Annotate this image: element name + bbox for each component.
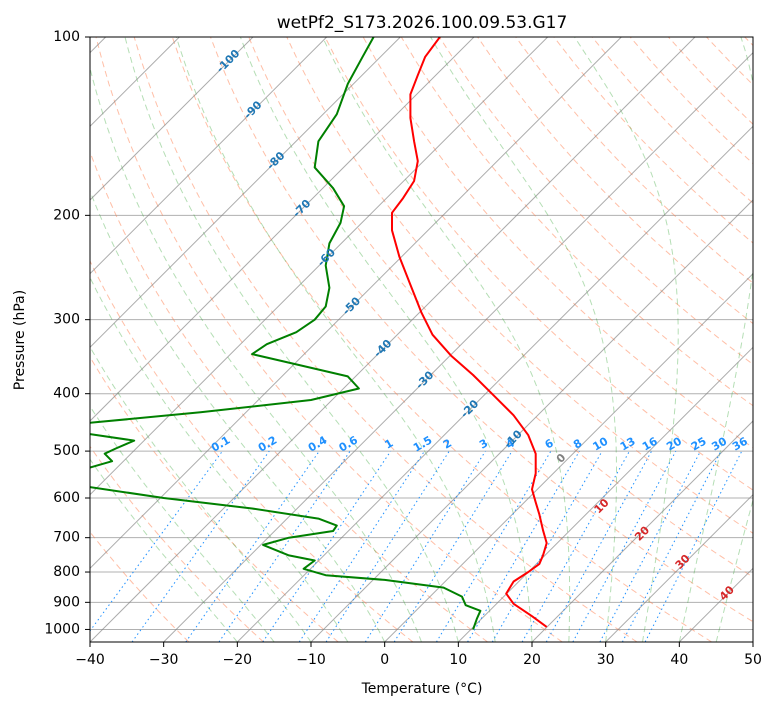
axes: −40 −30 −20 −10 0 10 20 30 40 50 100 200 300 400 500 60…: [44, 29, 762, 668]
moist-adiabat: [90, 189, 386, 642]
isotherm-line: [310, 199, 753, 642]
moist-adiabat: [239, 37, 533, 642]
dry-adiabat: [90, 445, 264, 642]
moist-adiabat: [124, 37, 459, 642]
x-tick-label: −10: [296, 652, 326, 668]
x-tick-label: 10: [449, 652, 467, 668]
mixing-ratio-line: [364, 450, 486, 642]
dry-adiabat: [248, 37, 753, 578]
y-tick-label: 300: [53, 312, 80, 328]
isotherm-line: [90, 37, 401, 349]
y-tick-label: 800: [53, 564, 80, 580]
mixing-ratio-line: [325, 450, 450, 642]
dry-adiabat: [133, 37, 638, 642]
mixing-ratio-line: [491, 450, 603, 642]
isotherm-line: [605, 493, 753, 642]
mixing-ratio-line: [467, 450, 580, 642]
moist-adiabat: [90, 276, 349, 642]
isotherm-line: [236, 125, 753, 642]
moist-adiabat: [715, 498, 753, 642]
chart-title: wetPf2_S173.2026.100.09.53.G17: [277, 13, 568, 33]
isotherm-line: [163, 51, 753, 642]
y-tick-label: 600: [53, 490, 80, 506]
isotherm-line: [90, 37, 254, 201]
dry-adiabat: [90, 259, 414, 642]
isotherm-line: [90, 37, 622, 570]
x-tick-label: 30: [597, 652, 615, 668]
dry-adiabat: [95, 37, 563, 642]
dry-adiabat: [210, 37, 753, 623]
isotherm-line: [90, 37, 696, 642]
moist-adiabat: [90, 458, 238, 642]
profile-lines: [90, 37, 548, 630]
x-tick-label: 0: [380, 652, 389, 668]
moist-adiabat: [90, 65, 422, 642]
x-tick-label: 50: [744, 652, 762, 668]
moist-adiabat: [678, 37, 753, 642]
x-tick-label: −40: [75, 652, 105, 668]
y-tick-label: 1000: [44, 621, 80, 637]
y-tick-label: 400: [53, 386, 80, 402]
mixing-ratio-line: [521, 450, 630, 642]
x-tick-label: −30: [149, 652, 179, 668]
dry-adiabat: [324, 37, 753, 491]
background-grid: [90, 37, 753, 642]
isotherm-line: [90, 37, 549, 496]
plot-area: [90, 37, 753, 642]
isotherm-line: [531, 420, 753, 642]
dewpoint-profile: [90, 37, 482, 630]
isotherm-line: [384, 272, 753, 642]
mixing-ratio-line: [435, 450, 552, 642]
isotherm-line: [457, 346, 753, 642]
moist-adiabat: [175, 37, 496, 642]
dry-adiabat: [171, 37, 712, 642]
mixing-ratio-line: [185, 450, 320, 642]
y-tick-label: 900: [53, 594, 80, 610]
y-tick-label: 200: [53, 207, 80, 223]
mixing-ratio-line: [131, 450, 270, 642]
plot-frame: [89, 36, 754, 643]
moist-adiabat: [90, 405, 275, 642]
dry-adiabat: [515, 37, 753, 284]
moist-adiabat: [430, 37, 617, 642]
y-axis-label: Pressure (hPa): [12, 290, 28, 390]
mixing-ratio-line: [298, 450, 425, 642]
isotherm-line: [90, 37, 328, 275]
moist-adiabat: [574, 37, 679, 642]
y-tick-label: 500: [53, 443, 80, 459]
isotherm-line: [752, 641, 753, 642]
temperature-profile: [391, 37, 548, 628]
x-tick-label: 40: [670, 652, 688, 668]
isotherm-line: [90, 37, 475, 422]
x-tick-label: −20: [223, 652, 253, 668]
moist-adiabat: [322, 37, 571, 642]
mixing-ratio-line: [545, 450, 653, 642]
mixing-ratio-line: [572, 450, 677, 642]
y-tick-label: 700: [53, 530, 80, 546]
x-tick-label: 20: [523, 652, 541, 668]
y-tick-label: 100: [53, 29, 80, 45]
dry-adiabat: [286, 37, 753, 534]
x-axis-label: Temperature (°C): [361, 681, 483, 697]
mixing-ratio-line: [393, 450, 513, 642]
